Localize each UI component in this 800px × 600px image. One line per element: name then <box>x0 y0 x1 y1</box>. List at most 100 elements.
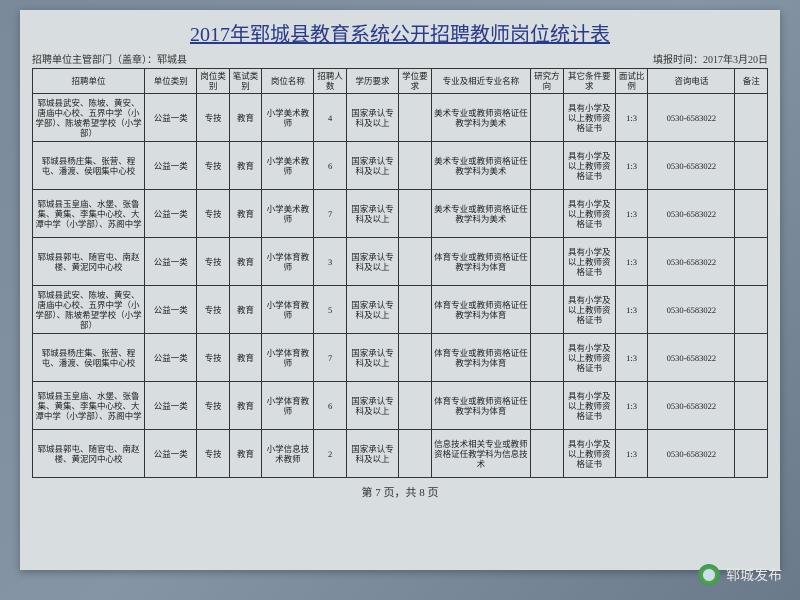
cell-dir <box>531 94 563 142</box>
cell-ratio: 1:3 <box>615 190 647 238</box>
cell-name: 小学美术教师 <box>262 190 314 238</box>
col-header: 咨询电话 <box>648 69 735 94</box>
cell-major: 体育专业或教师资格证任教学科为体育 <box>431 238 531 286</box>
wechat-watermark: 郓城发布 <box>698 564 782 586</box>
cell-num: 4 <box>314 94 346 142</box>
cell-edu: 国家承认专科及以上 <box>346 142 398 190</box>
cell-unit: 郓城县武安、陈坡、黄安、唐庙中心校、五界中学（小学部）、陈坡希望学校（小学部） <box>33 286 145 334</box>
cell-post: 专技 <box>197 382 229 430</box>
col-header: 面试比例 <box>615 69 647 94</box>
page-footer: 第 7 页，共 8 页 <box>32 484 768 500</box>
cell-num: 5 <box>314 286 346 334</box>
table-header-row: 招聘单位单位类别岗位类别笔试类别岗位名称招聘人数学历要求学位要求专业及相近专业名… <box>33 69 768 94</box>
table-row: 郓城县武安、陈坡、黄安、唐庙中心校、五界中学（小学部）、陈坡希望学校（小学部）公… <box>33 286 768 334</box>
cell-major: 体育专业或教师资格证任教学科为体育 <box>431 286 531 334</box>
col-header: 岗位类别 <box>197 69 229 94</box>
cell-dir <box>531 430 563 478</box>
cell-other: 具有小学及以上教师资格证书 <box>563 286 615 334</box>
cell-major: 信息技术相关专业或教师资格证任教学科为信息技术 <box>431 430 531 478</box>
cell-num: 7 <box>314 334 346 382</box>
cell-post: 专技 <box>197 142 229 190</box>
cell-unit: 郓城县郭屯、随官屯、南赵楼、黄泥冈中心校 <box>33 238 145 286</box>
cell-edu: 国家承认专科及以上 <box>346 430 398 478</box>
cell-post: 专技 <box>197 286 229 334</box>
cell-major: 美术专业或教师资格证任教学科为美术 <box>431 94 531 142</box>
cell-edu: 国家承认专科及以上 <box>346 238 398 286</box>
cell-name: 小学体育教师 <box>262 334 314 382</box>
cell-note <box>735 382 768 430</box>
cell-other: 具有小学及以上教师资格证书 <box>563 382 615 430</box>
cell-ratio: 1:3 <box>615 238 647 286</box>
cell-deg <box>399 190 431 238</box>
cell-ratio: 1:3 <box>615 94 647 142</box>
cell-num: 6 <box>314 382 346 430</box>
cell-edu: 国家承认专科及以上 <box>346 190 398 238</box>
table-row: 郓城县郭屯、随官屯、南赵楼、黄泥冈中心校公益一类专技教育小学信息技术教师2国家承… <box>33 430 768 478</box>
cell-exam: 教育 <box>229 286 261 334</box>
cell-name: 小学体育教师 <box>262 238 314 286</box>
col-header: 招聘单位 <box>33 69 145 94</box>
cell-note <box>735 430 768 478</box>
document-page: 2017年郓城县教育系统公开招聘教师岗位统计表 招聘单位主管部门（盖章）：郓城县… <box>20 10 780 570</box>
cell-cat: 公益一类 <box>145 238 197 286</box>
cell-edu: 国家承认专科及以上 <box>346 286 398 334</box>
col-header: 学历要求 <box>346 69 398 94</box>
table-row: 郓城县杨庄集、张营、程屯、潘渡、侯咽集中心校公益一类专技教育小学体育教师7国家承… <box>33 334 768 382</box>
cell-deg <box>399 334 431 382</box>
cell-major: 美术专业或教师资格证任教学科为美术 <box>431 190 531 238</box>
cell-note <box>735 142 768 190</box>
cell-cat: 公益一类 <box>145 334 197 382</box>
cell-unit: 郓城县杨庄集、张营、程屯、潘渡、侯咽集中心校 <box>33 334 145 382</box>
page-title: 2017年郓城县教育系统公开招聘教师岗位统计表 <box>32 18 768 47</box>
table-row: 郓城县郭屯、随官屯、南赵楼、黄泥冈中心校公益一类专技教育小学体育教师3国家承认专… <box>33 238 768 286</box>
cell-num: 3 <box>314 238 346 286</box>
cell-major: 美术专业或教师资格证任教学科为美术 <box>431 142 531 190</box>
cell-dir <box>531 190 563 238</box>
cell-name: 小学信息技术教师 <box>262 430 314 478</box>
cell-note <box>735 334 768 382</box>
cell-post: 专技 <box>197 430 229 478</box>
cell-exam: 教育 <box>229 190 261 238</box>
cell-other: 具有小学及以上教师资格证书 <box>563 334 615 382</box>
cell-major: 体育专业或教师资格证任教学科为体育 <box>431 334 531 382</box>
cell-phone: 0530-6583022 <box>648 142 735 190</box>
cell-note <box>735 190 768 238</box>
col-header: 学位要求 <box>399 69 431 94</box>
report-date: 填报时间：2017年3月20日 <box>653 51 768 66</box>
cell-name: 小学体育教师 <box>262 286 314 334</box>
cell-dir <box>531 238 563 286</box>
issuer: 招聘单位主管部门（盖章）：郓城县 <box>32 51 187 66</box>
cell-phone: 0530-6583022 <box>648 430 735 478</box>
cell-name: 小学美术教师 <box>262 94 314 142</box>
cell-ratio: 1:3 <box>615 382 647 430</box>
table-body: 郓城县武安、陈坡、黄安、唐庙中心校、五界中学（小学部）、陈坡希望学校（小学部）公… <box>33 94 768 478</box>
cell-deg <box>399 286 431 334</box>
cell-name: 小学体育教师 <box>262 382 314 430</box>
cell-post: 专技 <box>197 238 229 286</box>
cell-deg <box>399 430 431 478</box>
col-header: 其它条件要求 <box>563 69 615 94</box>
col-header: 备注 <box>735 69 768 94</box>
cell-exam: 教育 <box>229 142 261 190</box>
cell-cat: 公益一类 <box>145 94 197 142</box>
col-header: 笔试类别 <box>229 69 261 94</box>
table-row: 郓城县玉皇庙、水堡、张鲁集、黄集、李集中心校、大潭中学（小学部）、苏阁中学公益一… <box>33 382 768 430</box>
cell-other: 具有小学及以上教师资格证书 <box>563 238 615 286</box>
watermark-text: 郓城发布 <box>726 565 782 585</box>
col-header: 岗位名称 <box>262 69 314 94</box>
table-row: 郓城县玉皇庙、水堡、张鲁集、黄集、李集中心校、大潭中学（小学部）、苏阁中学公益一… <box>33 190 768 238</box>
cell-exam: 教育 <box>229 94 261 142</box>
cell-ratio: 1:3 <box>615 286 647 334</box>
cell-other: 具有小学及以上教师资格证书 <box>563 142 615 190</box>
table-row: 郓城县杨庄集、张营、程屯、潘渡、侯咽集中心校公益一类专技教育小学美术教师6国家承… <box>33 142 768 190</box>
cell-phone: 0530-6583022 <box>648 190 735 238</box>
cell-num: 2 <box>314 430 346 478</box>
cell-dir <box>531 334 563 382</box>
cell-unit: 郓城县玉皇庙、水堡、张鲁集、黄集、李集中心校、大潭中学（小学部）、苏阁中学 <box>33 190 145 238</box>
positions-table: 招聘单位单位类别岗位类别笔试类别岗位名称招聘人数学历要求学位要求专业及相近专业名… <box>32 68 768 478</box>
wechat-icon <box>698 564 720 586</box>
cell-edu: 国家承认专科及以上 <box>346 382 398 430</box>
cell-unit: 郓城县郭屯、随官屯、南赵楼、黄泥冈中心校 <box>33 430 145 478</box>
cell-edu: 国家承认专科及以上 <box>346 334 398 382</box>
col-header: 单位类别 <box>145 69 197 94</box>
